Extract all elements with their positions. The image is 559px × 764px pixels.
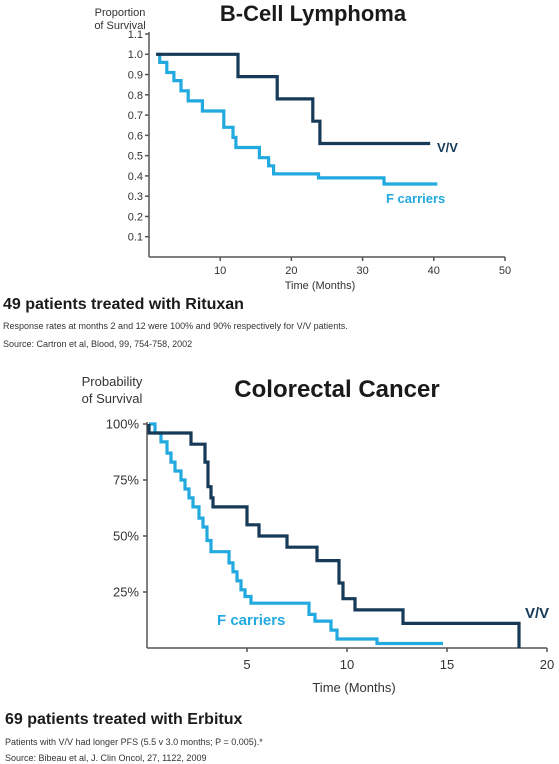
colorectal-x-tick-label: 20 [540,657,554,672]
lymphoma-series-vv-label: V/V [437,140,458,155]
colorectal-y-axis-label: of Survival [82,391,143,406]
colorectal-patients-heading: 69 patients treated with Erbitux [5,711,243,728]
lymphoma-patients-heading: 49 patients treated with Rituxan [3,296,244,313]
lymphoma-x-tick-label: 20 [285,265,297,277]
colorectal-y-tick-label: 50% [113,529,139,544]
lymphoma-series-f-carriers-line [156,52,438,186]
colorectal-x-axis-label: Time (Months) [312,680,395,695]
lymphoma-y-tick-label: 0.4 [128,171,143,183]
lymphoma-series-vv-line [156,52,431,146]
colorectal-y-axis-label: Probability [82,374,143,389]
lymphoma-y-tick-label: 0.5 [128,151,143,163]
colorectal-x-tick-label: 5 [243,657,250,672]
colorectal-series-vv-line [147,424,521,648]
lymphoma-y-axis-label: Proportion [95,7,146,19]
lymphoma-chart-title: B-Cell Lymphoma [220,1,407,26]
colorectal-series-vv-label: V/V [525,605,549,622]
colorectal-y-tick-label: 100% [106,417,140,432]
lymphoma-y-tick-label: 0.6 [128,130,143,142]
colorectal-pfs-note: Patients with V/V had longer PFS (5.5 v … [5,737,263,747]
lymphoma-source: Source: Cartron et al, Blood, 99, 754-75… [3,339,193,349]
lymphoma-y-tick-label: 1.0 [128,49,143,61]
lymphoma-y-tick-label: 0.1 [128,232,143,244]
lymphoma-x-axis-label: Time (Months) [285,280,356,292]
lymphoma-y-tick-label: 0.2 [128,211,143,223]
lymphoma-response-note: Response rates at months 2 and 12 were 1… [3,321,348,331]
lymphoma-y-tick-label: 1.1 [128,29,143,41]
colorectal-chart-title: Colorectal Cancer [234,376,439,403]
colorectal-y-tick-label: 75% [113,473,139,488]
lymphoma-y-tick-label: 0.9 [128,70,143,82]
colorectal-series-f-carriers-label: F carriers [217,612,285,629]
lymphoma-x-tick-label: 40 [428,265,440,277]
colorectal-source: Source: Bibeau et al, J. Clin Oncol, 27,… [5,753,207,763]
lymphoma-x-tick-label: 10 [214,265,226,277]
lymphoma-x-tick-label: 30 [356,265,368,277]
lymphoma-y-axis-label: of Survival [94,20,145,32]
lymphoma-y-tick-label: 0.8 [128,90,143,102]
lymphoma-y-tick-label: 0.7 [128,110,143,122]
colorectal-x-tick-label: 10 [340,657,354,672]
colorectal-series-f-carriers-line [149,422,443,646]
colorectal-y-tick-label: 25% [113,585,139,600]
colorectal-x-tick-label: 15 [440,657,454,672]
lymphoma-y-tick-label: 0.3 [128,191,143,203]
lymphoma-series-f-carriers-label: F carriers [386,191,445,206]
lymphoma-x-tick-label: 50 [499,265,511,277]
